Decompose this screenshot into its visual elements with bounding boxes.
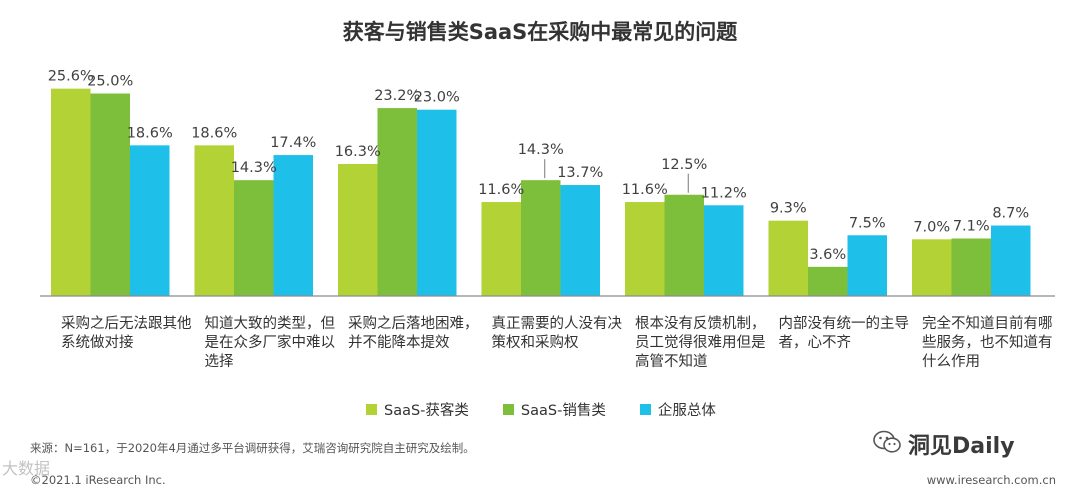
data-label: 7.5% <box>849 215 886 231</box>
bar-6-series-2 <box>808 266 848 296</box>
data-label: 8.7% <box>992 206 1029 222</box>
data-label: 14.3% <box>518 142 564 158</box>
bar-6-series-1 <box>768 220 808 296</box>
data-label: 18.6% <box>127 125 173 141</box>
data-label: 12.5% <box>661 157 707 173</box>
bar-6-series-3 <box>847 235 887 296</box>
bar-3-series-2 <box>377 108 417 296</box>
data-label: 23.0% <box>414 90 460 106</box>
site-url: www.iresearch.com.cn <box>926 473 1056 487</box>
bar-4-series-1 <box>481 202 521 296</box>
bar-2-series-1 <box>194 145 234 296</box>
data-label: 11.2% <box>701 185 747 201</box>
bar-7-series-1 <box>912 239 952 296</box>
legend-item: SaaS-销售类 <box>502 399 606 420</box>
source-note: 来源：N=161，于2020年4月通过多平台调研获得，艾瑞咨询研究院自主研究及绘… <box>30 441 475 455</box>
data-label: 11.6% <box>622 182 668 198</box>
data-label: 18.6% <box>191 125 237 141</box>
category-label: 真正需要的人没有决策权和采购权 <box>491 316 623 351</box>
category-label: 采购之后落地困难，并不能降本提效 <box>348 316 479 351</box>
wechat-watermark: 洞见Daily <box>872 428 1015 460</box>
bar-3-series-1 <box>338 163 378 296</box>
legend-item: 企服总体 <box>639 399 716 420</box>
legend-label: 企服总体 <box>657 403 716 419</box>
copyright: ©2021.1 iResearch Inc. <box>30 473 166 487</box>
legend-label: SaaS-获客类 <box>384 403 469 419</box>
bar-7-series-2 <box>951 238 991 296</box>
data-label: 17.4% <box>270 135 316 151</box>
data-label: 7.1% <box>953 218 990 234</box>
bar-2-series-2 <box>234 180 274 296</box>
bar-1-series-3 <box>130 145 170 296</box>
data-label: 13.7% <box>557 165 603 181</box>
bar-4-series-2 <box>521 180 561 296</box>
legend: SaaS-获客类 SaaS-销售类 企服总体 <box>366 399 716 420</box>
legend-swatch <box>639 404 651 415</box>
bar-7-series-3 <box>991 225 1031 296</box>
legend-label: SaaS-销售类 <box>520 403 606 419</box>
data-label: 25.6% <box>48 69 94 85</box>
bar-2-series-3 <box>273 155 313 296</box>
category-label: 完全不知道目前有哪些服务，也不知道有什么作用 <box>922 316 1053 370</box>
bar-3-series-3 <box>417 109 457 296</box>
watermark-text: 大数据 <box>2 459 51 478</box>
chart-title: 获客与销售类SaaS在采购中最常见的问题 <box>342 20 738 44</box>
data-label: 11.6% <box>478 182 524 198</box>
data-label: 7.0% <box>913 219 950 235</box>
data-label: 14.3% <box>231 160 277 176</box>
bar-1-series-1 <box>51 88 91 296</box>
category-label: 采购之后无法跟其他系统做对接 <box>61 316 192 351</box>
legend-swatch <box>366 404 377 415</box>
wechat-account-name: 洞见Daily <box>908 434 1015 459</box>
bar-4-series-3 <box>560 185 600 296</box>
legend-item: SaaS-获客类 <box>366 399 469 420</box>
data-label: 23.2% <box>374 88 420 104</box>
bar-5-series-1 <box>625 202 665 296</box>
category-label: 根本没有反馈机制，员工觉得很难用但是高管不知道 <box>635 316 766 370</box>
data-label: 25.0% <box>87 74 133 90</box>
legend-swatch <box>502 404 514 415</box>
bar-5-series-3 <box>704 205 744 296</box>
category-label: 知道大致的类型，但是在众多厂家中难以选择 <box>204 316 336 370</box>
bar-1-series-2 <box>90 93 130 296</box>
data-label: 16.3% <box>335 144 381 160</box>
bar-5-series-2 <box>664 194 704 296</box>
data-label: 3.6% <box>809 247 846 263</box>
category-label: 内部没有统一的主导者，心不齐 <box>778 316 910 351</box>
wechat-icon <box>872 429 902 459</box>
data-label: 9.3% <box>770 201 807 217</box>
